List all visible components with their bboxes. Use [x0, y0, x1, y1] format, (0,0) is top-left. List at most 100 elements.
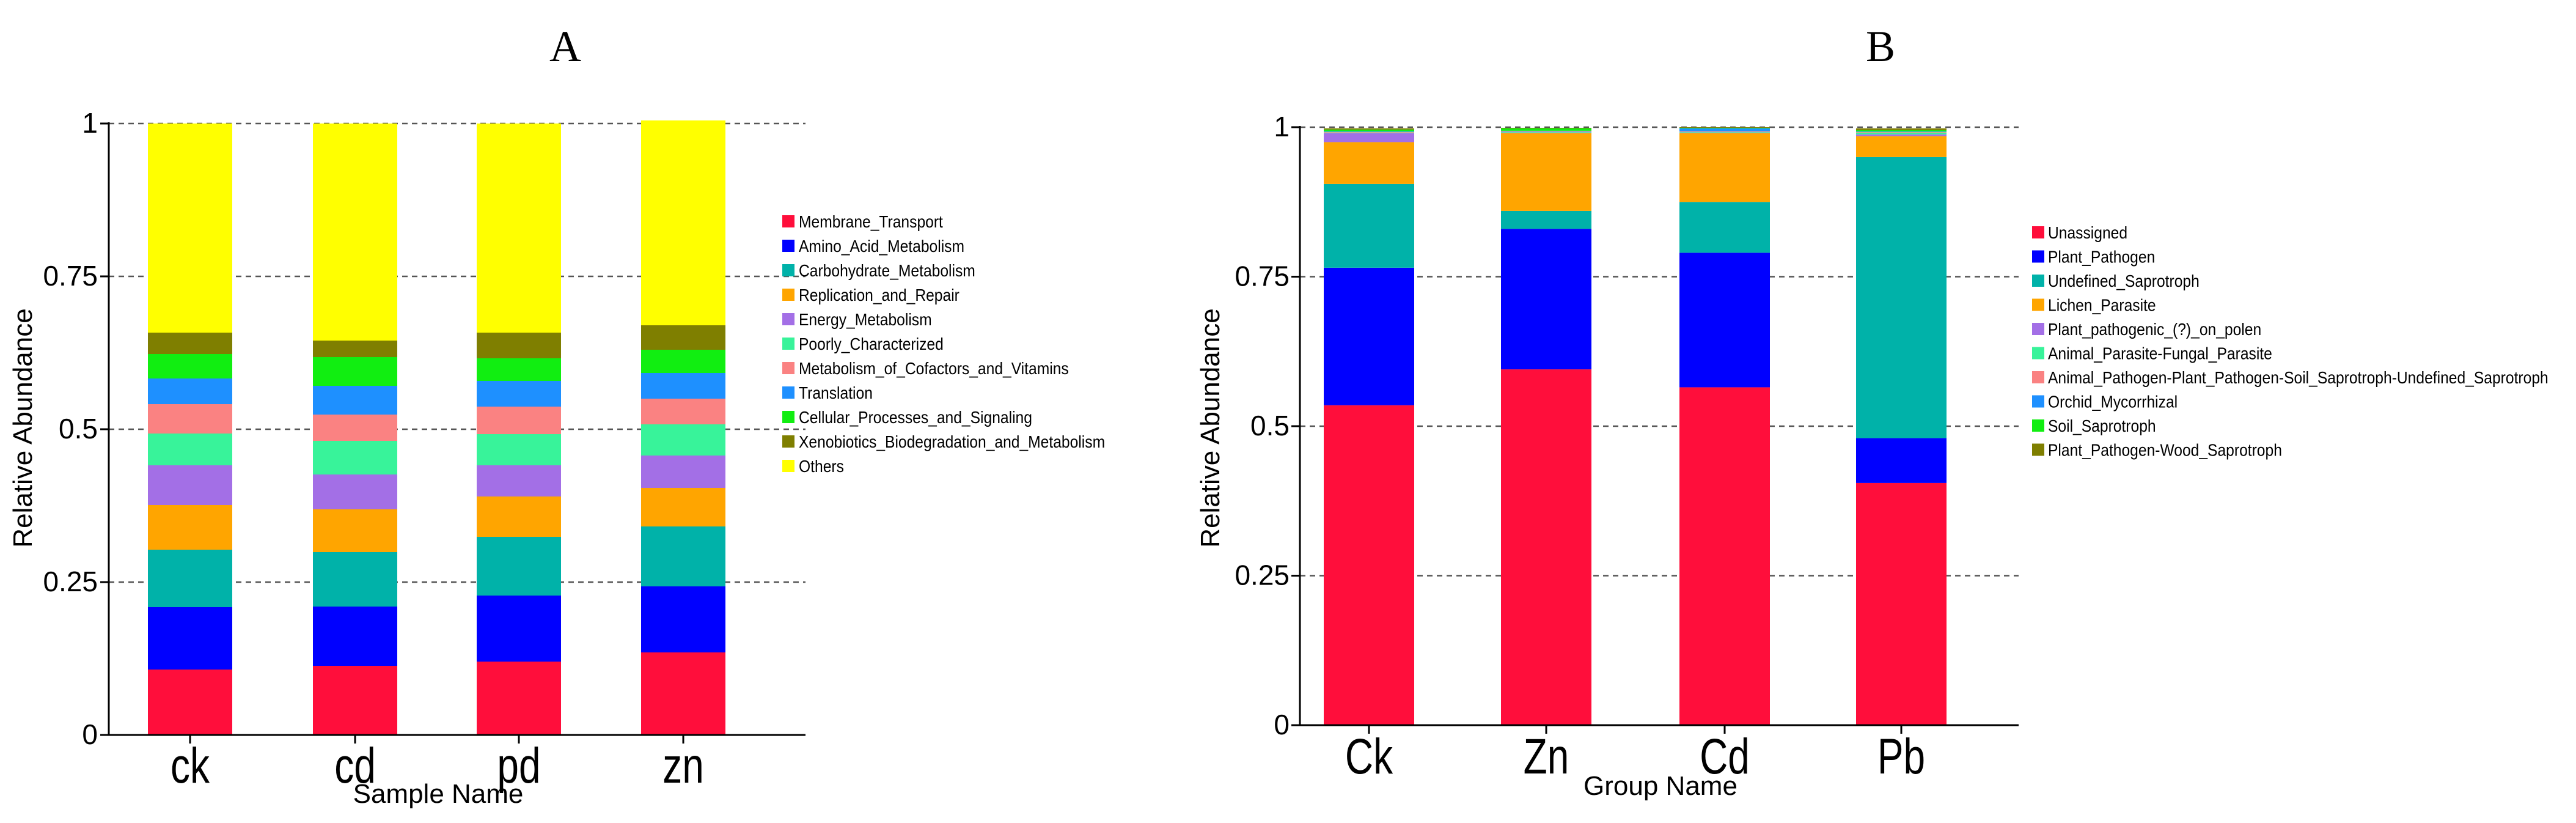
- bar-segment-ck-cellular_processes_and_signaling: [148, 354, 232, 378]
- bar-segment-pd-replication_and_repair: [477, 496, 561, 537]
- bar-segment-cd-xenobiotics_biodegradation_and_metabolism: [313, 341, 397, 357]
- bar-segment-Zn-soil_saprotroph: [1501, 128, 1591, 131]
- y-tick-label: 0.5: [1250, 410, 1290, 441]
- bar-segment-zn-translation: [641, 373, 725, 399]
- bar-segment-ck-energy_metabolism: [148, 465, 232, 505]
- bar-segment-pd-energy_metabolism: [477, 465, 561, 496]
- bar-segment-Zn-lichen_parasite: [1501, 133, 1591, 211]
- y-tick-label: 0.25: [43, 566, 98, 597]
- legend-label: Undefined_Saprotroph: [2048, 271, 2200, 291]
- bar-segment-Ck-plant_pathogenic_(?)_on_polen: [1324, 133, 1414, 142]
- x-tick-label: zn: [662, 737, 704, 794]
- y-tick-label: 0.75: [1235, 260, 1290, 292]
- bar-segment-Zn-unassigned: [1501, 369, 1591, 725]
- bar-segment-Pb-animal_pathogen-plant_pathogen-soil_saprotroph-undefined_saprotroph: [1856, 131, 1947, 133]
- x-axis-title: Group Name: [1583, 771, 1738, 801]
- bar-segment-zn-membrane_transport: [641, 652, 725, 735]
- legend: Unassigned Plant_Pathogen Undefined_Saprot…: [2032, 223, 2548, 460]
- bar-segment-zn-xenobiotics_biodegradation_and_metabolism: [641, 325, 725, 350]
- legend-label: Unassigned: [2048, 223, 2127, 243]
- legend-label: Carbohydrate_Metabolism: [799, 261, 975, 281]
- bar-segment-ck-membrane_transport: [148, 670, 232, 735]
- bar-segment-Ck-soil_saprotroph: [1324, 129, 1414, 131]
- x-axis-title: Sample Name: [353, 779, 524, 809]
- y-tick-label: 0.5: [59, 413, 98, 445]
- legend-swatch: [2032, 226, 2044, 238]
- x-tick-label: Pb: [1877, 728, 1925, 784]
- bar-segment-Pb-orchid_mycorrhizal: [1856, 131, 1947, 132]
- bar-segment-zn-metabolism_of_cofactors_and_vitamins: [641, 399, 725, 424]
- bar-segment-Cd-plant_pathogen: [1679, 253, 1770, 388]
- legend-label: Membrane_Transport: [799, 212, 944, 232]
- y-axis-title: Relative Abundance: [1195, 308, 1225, 547]
- bar-segment-zn-poorly_characterized: [641, 424, 725, 456]
- legend: Membrane_Transport Amino_Acid_Metabolism C…: [782, 212, 1105, 476]
- legend-swatch: [2032, 395, 2044, 408]
- bar-segment-Cd-unassigned: [1679, 387, 1770, 725]
- legend-swatch: [2032, 443, 2044, 456]
- bar-segment-pd-others: [477, 124, 561, 333]
- legend-swatch: [2032, 298, 2044, 311]
- bar-segment-cd-translation: [313, 386, 397, 415]
- bar-segment-ck-others: [148, 124, 232, 333]
- legend-swatch: [782, 215, 794, 227]
- panel-label: A: [549, 22, 581, 71]
- bar-segment-Cd-animal_parasite-fungal_parasite: [1679, 131, 1770, 133]
- bar-segment-pd-cellular_processes_and_signaling: [477, 358, 561, 381]
- x-tick-label: pd: [497, 737, 540, 794]
- legend-swatch: [782, 240, 794, 252]
- legend-label: Poorly_Characterized: [799, 334, 944, 354]
- legend-label: Plant_pathogenic_(?)_on_polen: [2048, 320, 2261, 339]
- legend-swatch: [2032, 419, 2044, 432]
- x-tick-label: Cd: [1700, 728, 1750, 784]
- legend-label: Lichen_Parasite: [2048, 295, 2156, 315]
- bar-segment-ck-amino_acid_metabolism: [148, 607, 232, 670]
- x-tick-label: cd: [334, 737, 376, 794]
- bar-segment-ck-poorly_characterized: [148, 434, 232, 465]
- x-tick-label: Zn: [1524, 728, 1569, 784]
- legend-swatch: [782, 386, 794, 399]
- bar-segment-zn-energy_metabolism: [641, 456, 725, 488]
- bar-segment-Zn-plant_pathogen: [1501, 229, 1591, 370]
- legend-swatch: [2032, 275, 2044, 287]
- bar-segment-Ck-undefined_saprotroph: [1324, 183, 1414, 268]
- bar-segment-Ck-unassigned: [1324, 405, 1414, 725]
- y-tick-label: 0: [1274, 709, 1290, 740]
- bar-segment-Cd-lichen_parasite: [1679, 133, 1770, 202]
- bar-segment-cd-carbohydrate_metabolism: [313, 552, 397, 607]
- legend-label: Others: [799, 457, 844, 476]
- bar-segment-zn-others: [641, 120, 725, 325]
- bar-segment-cd-cellular_processes_and_signaling: [313, 357, 397, 386]
- legend-swatch: [782, 313, 794, 325]
- bar-segment-cd-replication_and_repair: [313, 509, 397, 552]
- bar-segment-ck-xenobiotics_biodegradation_and_metabolism: [148, 333, 232, 354]
- legend-swatch: [782, 338, 794, 350]
- bar-segment-ck-replication_and_repair: [148, 505, 232, 550]
- legend-swatch: [782, 264, 794, 276]
- y-tick-label: 0.75: [43, 260, 98, 292]
- chart-panel-a: A 0 0.25 0.5 0.75 1 ck cd pd zn Sample Name Relativ…: [8, 22, 1105, 809]
- legend-label: Animal_Pathogen-Plant_Pathogen-Soil_Sapr…: [2048, 368, 2548, 388]
- bar-segment-Pb-soil_saprotroph: [1856, 130, 1947, 131]
- bar-segment-cd-metabolism_of_cofactors_and_vitamins: [313, 415, 397, 441]
- bar-segment-pd-amino_acid_metabolism: [477, 596, 561, 662]
- x-tick-label: ck: [171, 737, 210, 794]
- x-tick-label: Ck: [1345, 728, 1393, 784]
- legend-label: Soil_Saprotroph: [2048, 416, 2156, 436]
- legend-label: Xenobiotics_Biodegradation_and_Metabolis…: [799, 432, 1105, 452]
- bar-segment-Pb-lichen_parasite: [1856, 136, 1947, 157]
- legend-swatch: [782, 362, 794, 374]
- bar-segment-Pb-animal_parasite-fungal_parasite: [1856, 132, 1947, 135]
- y-tick-label: 0.25: [1235, 559, 1290, 591]
- bar-segment-Ck-animal_pathogen-plant_pathogen-soil_saprotroph-undefined_saprotroph: [1324, 131, 1414, 133]
- legend-swatch: [782, 460, 794, 472]
- bar-segment-cd-membrane_transport: [313, 666, 397, 735]
- bar-segment-Zn-animal_pathogen-plant_pathogen-soil_saprotroph-undefined_saprotroph: [1501, 131, 1591, 132]
- bar-segment-pd-poorly_characterized: [477, 434, 561, 465]
- bar-segment-Pb-plant_pathogen: [1856, 438, 1947, 483]
- bar-segment-Cd-undefined_saprotroph: [1679, 202, 1770, 253]
- bar-segment-Zn-undefined_saprotroph: [1501, 210, 1591, 229]
- bar-segment-Ck-orchid_mycorrhizal: [1324, 131, 1414, 132]
- legend-swatch: [2032, 347, 2044, 360]
